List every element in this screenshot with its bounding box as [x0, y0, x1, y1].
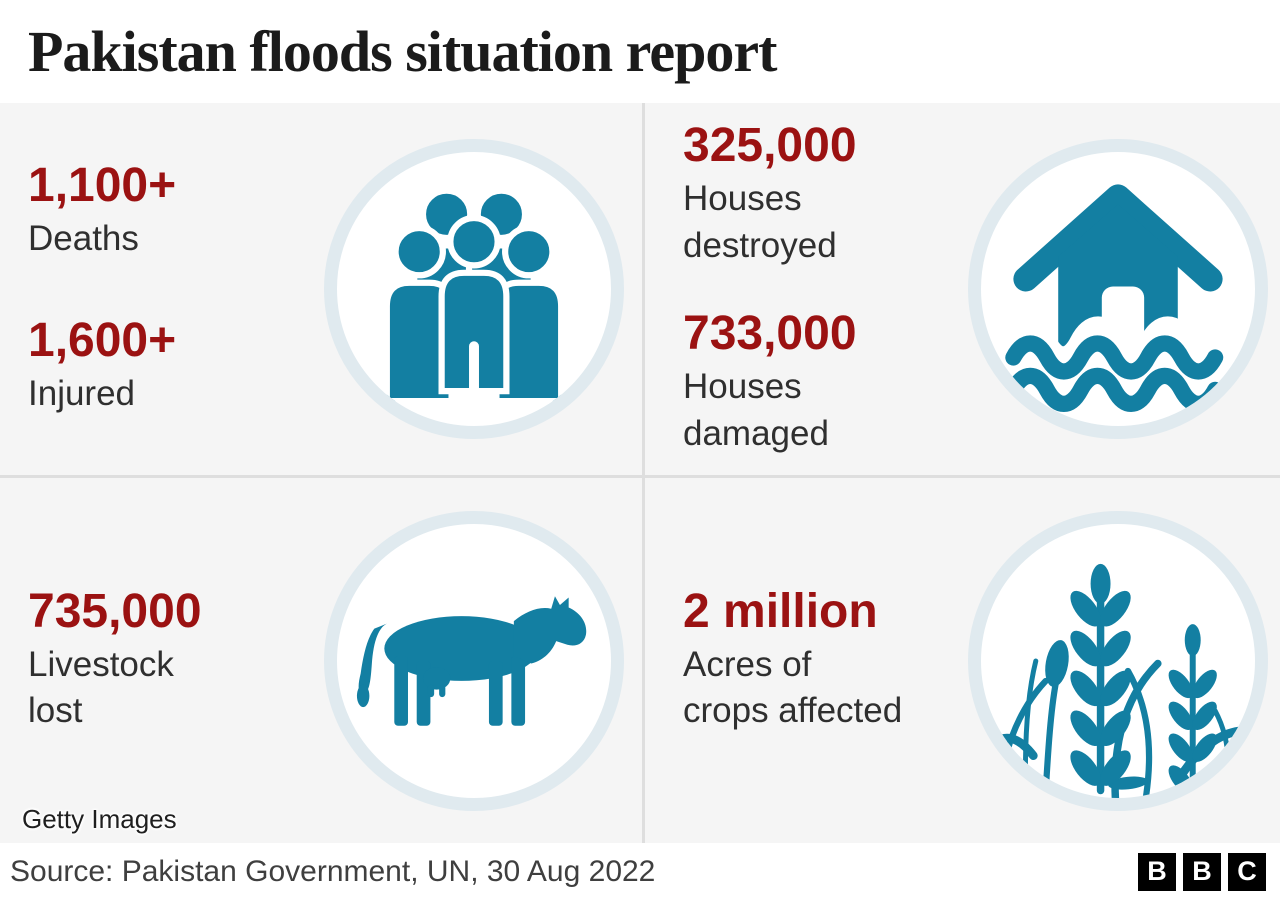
houses-damaged-value: 733,000	[683, 307, 857, 360]
stat-deaths: 1,100+ Deaths	[28, 160, 176, 263]
livestock-label-line1: Livestock	[28, 644, 174, 684]
bbc-logo: B B C	[1138, 852, 1266, 891]
source-text: Source: Pakistan Government, UN, 30 Aug …	[10, 854, 656, 888]
houses-destroyed-label-line1: Houses	[683, 179, 802, 219]
crops-value: 2 million	[683, 584, 878, 638]
page-title: Pakistan floods situation report	[28, 19, 777, 84]
panel-casualties: 1,100+ Deaths 1,600+ Injured	[0, 103, 642, 475]
livestock-stats: 735,000 Livestock lost	[28, 584, 202, 736]
injured-label: Injured	[28, 373, 136, 413]
bbc-logo-block-b1: B	[1138, 852, 1176, 891]
deaths-value: 1,100+	[28, 159, 177, 213]
crops-stats: 2 million Acres of crops affected	[683, 584, 903, 736]
deaths-label: Deaths	[28, 219, 139, 259]
houses-damaged-label-line1: Houses	[683, 366, 802, 406]
panel-livestock: 735,000 Livestock lost	[0, 478, 642, 843]
cow-graphic	[356, 595, 587, 726]
houses-stats: 325,000 Houses destroyed 733,000 Houses …	[683, 120, 857, 457]
people-group-icon	[324, 139, 624, 439]
crops-label-line1: Acres of	[683, 644, 812, 684]
people-group-graphic	[337, 152, 611, 426]
image-credit: Getty Images	[22, 804, 177, 834]
footer: Source: Pakistan Government, UN, 30 Aug …	[0, 843, 1280, 900]
houses-destroyed-label-line2: destroyed	[683, 226, 837, 266]
houses-destroyed-value: 325,000	[683, 119, 857, 173]
panel-crops: 2 million Acres of crops affected	[645, 478, 1280, 843]
cow-icon	[324, 510, 624, 811]
crops-label-line2: crops affected	[683, 691, 903, 731]
stats-grid: 1,100+ Deaths 1,600+ Injured	[0, 103, 1280, 843]
livestock-label-line2: lost	[28, 691, 83, 731]
flooded-house-icon	[968, 139, 1268, 439]
wheat-crops-graphic	[981, 563, 1247, 798]
panel-houses: 325,000 Houses destroyed 733,000 Houses …	[645, 103, 1280, 475]
stat-livestock: 735,000 Livestock lost	[28, 584, 202, 736]
stat-houses-destroyed: 325,000 Houses destroyed	[683, 120, 857, 270]
stat-houses-damaged: 733,000 Houses damaged	[683, 308, 857, 458]
flooded-house-graphic	[999, 184, 1232, 412]
header: Pakistan floods situation report	[0, 0, 1280, 103]
wheat-crops-icon	[968, 510, 1268, 811]
livestock-value: 735,000	[28, 584, 202, 638]
bbc-logo-block-c: C	[1228, 852, 1266, 891]
houses-damaged-label-line2: damaged	[683, 413, 829, 453]
stat-injured: 1,600+ Injured	[28, 315, 176, 418]
stat-crops: 2 million Acres of crops affected	[683, 584, 903, 736]
casualties-stats: 1,100+ Deaths 1,600+ Injured	[28, 160, 176, 417]
injured-value: 1,600+	[28, 314, 177, 367]
bbc-logo-block-b2: B	[1183, 852, 1221, 891]
